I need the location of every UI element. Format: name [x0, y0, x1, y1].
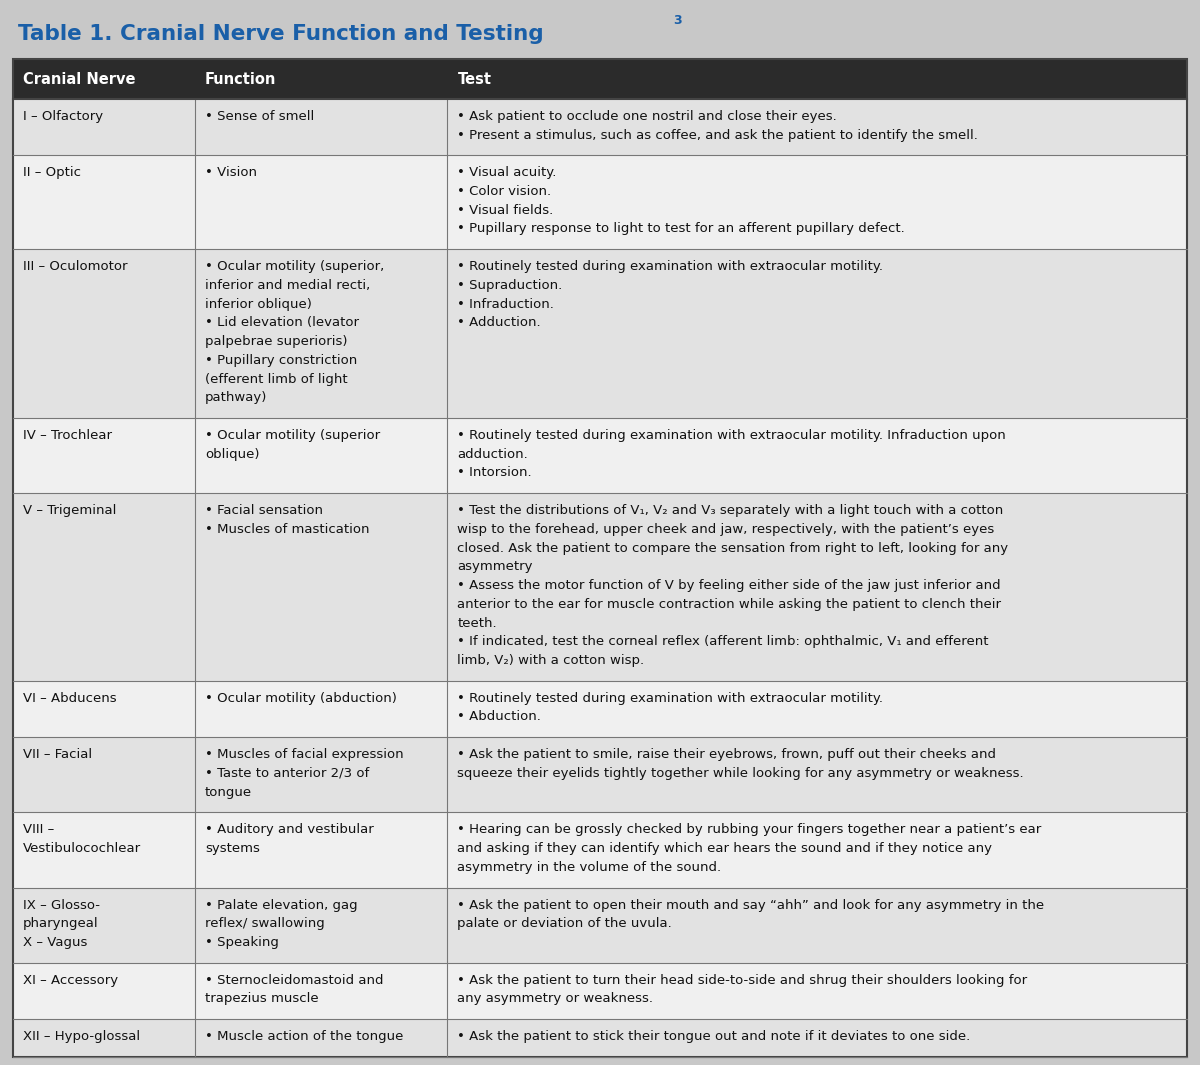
Bar	[13, 249, 1187, 419]
Text: asymmetry: asymmetry	[457, 560, 533, 573]
Text: • If indicated, test the corneal reflex (afferent limb: ophthalmic, V₁ and effer: • If indicated, test the corneal reflex …	[457, 635, 989, 649]
Text: • Color vision.: • Color vision.	[457, 185, 552, 198]
Text: tongue: tongue	[205, 786, 252, 799]
Text: pharyngeal: pharyngeal	[23, 917, 98, 930]
Bar	[13, 681, 1187, 737]
Bar	[13, 155, 1187, 249]
Bar	[13, 59, 1187, 99]
Text: • Infraduction.: • Infraduction.	[457, 297, 554, 311]
Text: • Pupillary response to light to test for an afferent pupillary defect.: • Pupillary response to light to test fo…	[457, 223, 905, 235]
Text: IX – Glosso-: IX – Glosso-	[23, 899, 100, 912]
Bar	[13, 737, 1187, 813]
Text: I – Olfactory: I – Olfactory	[23, 110, 103, 122]
Text: teeth.: teeth.	[457, 617, 497, 629]
Text: oblique): oblique)	[205, 447, 259, 461]
Text: limb, V₂) with a cotton wisp.: limb, V₂) with a cotton wisp.	[457, 654, 644, 667]
Text: palate or deviation of the uvula.: palate or deviation of the uvula.	[457, 917, 672, 930]
Text: 3: 3	[673, 14, 682, 28]
Text: any asymmetry or weakness.: any asymmetry or weakness.	[457, 993, 653, 1005]
Bar	[13, 887, 1187, 963]
Text: • Visual fields.: • Visual fields.	[457, 203, 553, 217]
Text: asymmetry in the volume of the sound.: asymmetry in the volume of the sound.	[457, 861, 721, 873]
Text: adduction.: adduction.	[457, 447, 528, 461]
Text: closed. Ask the patient to compare the sensation from right to left, looking for: closed. Ask the patient to compare the s…	[457, 542, 1008, 555]
Text: and asking if they can identify which ear hears the sound and if they notice any: and asking if they can identify which ea…	[457, 842, 992, 855]
Text: Function: Function	[205, 71, 276, 86]
Text: systems: systems	[205, 842, 260, 855]
Text: • Abduction.: • Abduction.	[457, 710, 541, 723]
Text: • Hearing can be grossly checked by rubbing your fingers together near a patient: • Hearing can be grossly checked by rubb…	[457, 823, 1042, 836]
Text: VIII –: VIII –	[23, 823, 54, 836]
Text: X – Vagus: X – Vagus	[23, 936, 88, 949]
Text: • Sternocleidomastoid and: • Sternocleidomastoid and	[205, 973, 384, 986]
Text: palpebrae superioris): palpebrae superioris)	[205, 335, 348, 348]
Text: • Ocular motility (abduction): • Ocular motility (abduction)	[205, 691, 397, 705]
Text: • Supraduction.: • Supraduction.	[457, 279, 563, 292]
Text: • Ask the patient to turn their head side-to-side and shrug their shoulders look: • Ask the patient to turn their head sid…	[457, 973, 1027, 986]
Text: • Lid elevation (levator: • Lid elevation (levator	[205, 316, 359, 329]
Text: • Ask patient to occlude one nostril and close their eyes.: • Ask patient to occlude one nostril and…	[457, 110, 838, 122]
Text: trapezius muscle: trapezius muscle	[205, 993, 318, 1005]
Text: IV – Trochlear: IV – Trochlear	[23, 429, 112, 442]
Bar	[13, 493, 1187, 681]
Text: inferior oblique): inferior oblique)	[205, 297, 312, 311]
Text: Test: Test	[457, 71, 491, 86]
Bar	[13, 813, 1187, 887]
Text: Table 1. Cranial Nerve Function and Testing: Table 1. Cranial Nerve Function and Test…	[18, 23, 544, 44]
Text: • Visual acuity.: • Visual acuity.	[457, 166, 557, 179]
Text: reflex/ swallowing: reflex/ swallowing	[205, 917, 325, 930]
Text: wisp to the forehead, upper cheek and jaw, respectively, with the patient’s eyes: wisp to the forehead, upper cheek and ja…	[457, 523, 995, 536]
Bar	[13, 99, 1187, 155]
Text: pathway): pathway)	[205, 391, 268, 405]
Text: • Assess the motor function of V by feeling either side of the jaw just inferior: • Assess the motor function of V by feel…	[457, 579, 1001, 592]
Text: • Ocular motility (superior,: • Ocular motility (superior,	[205, 260, 384, 274]
Text: XII – Hypo-glossal: XII – Hypo-glossal	[23, 1030, 140, 1043]
Text: • Routinely tested during examination with extraocular motility. Infraduction up: • Routinely tested during examination wi…	[457, 429, 1006, 442]
Text: III – Oculomotor: III – Oculomotor	[23, 260, 127, 274]
Text: VI – Abducens: VI – Abducens	[23, 691, 116, 705]
Text: • Ask the patient to open their mouth and say “ahh” and look for any asymmetry i: • Ask the patient to open their mouth an…	[457, 899, 1044, 912]
Text: • Present a stimulus, such as coffee, and ask the patient to identify the smell.: • Present a stimulus, such as coffee, an…	[457, 129, 978, 142]
Text: inferior and medial recti,: inferior and medial recti,	[205, 279, 371, 292]
Text: V – Trigeminal: V – Trigeminal	[23, 504, 116, 518]
Text: • Taste to anterior 2/3 of: • Taste to anterior 2/3 of	[205, 767, 370, 780]
Text: • Facial sensation: • Facial sensation	[205, 504, 323, 518]
Text: squeeze their eyelids tightly together while looking for any asymmetry or weakne: squeeze their eyelids tightly together w…	[457, 767, 1024, 780]
Text: • Routinely tested during examination with extraocular motility.: • Routinely tested during examination wi…	[457, 691, 883, 705]
Text: XI – Accessory: XI – Accessory	[23, 973, 118, 986]
Text: • Muscles of facial expression: • Muscles of facial expression	[205, 748, 403, 761]
Text: • Test the distributions of V₁, V₂ and V₃ separately with a light touch with a c: • Test the distributions of V₁, V₂ and V…	[457, 504, 1003, 518]
Text: • Palate elevation, gag: • Palate elevation, gag	[205, 899, 358, 912]
Text: • Auditory and vestibular: • Auditory and vestibular	[205, 823, 373, 836]
Text: (efferent limb of light: (efferent limb of light	[205, 373, 348, 386]
Text: • Pupillary constriction: • Pupillary constriction	[205, 354, 358, 366]
Text: • Speaking: • Speaking	[205, 936, 278, 949]
Text: • Adduction.: • Adduction.	[457, 316, 541, 329]
Text: • Ask the patient to smile, raise their eyebrows, frown, puff out their cheeks a: • Ask the patient to smile, raise their …	[457, 748, 996, 761]
Text: Vestibulocochlear: Vestibulocochlear	[23, 842, 142, 855]
Text: • Muscle action of the tongue: • Muscle action of the tongue	[205, 1030, 403, 1043]
Bar	[13, 1019, 1187, 1056]
Text: VII – Facial: VII – Facial	[23, 748, 92, 761]
Text: • Routinely tested during examination with extraocular motility.: • Routinely tested during examination wi…	[457, 260, 883, 274]
Text: • Muscles of mastication: • Muscles of mastication	[205, 523, 370, 536]
Text: • Vision: • Vision	[205, 166, 257, 179]
Bar	[13, 419, 1187, 493]
Text: • Ocular motility (superior: • Ocular motility (superior	[205, 429, 380, 442]
Text: Cranial Nerve: Cranial Nerve	[23, 71, 136, 86]
Text: anterior to the ear for muscle contraction while asking the patient to clench th: anterior to the ear for muscle contracti…	[457, 597, 1001, 611]
Bar	[13, 963, 1187, 1019]
Text: • Intorsion.: • Intorsion.	[457, 466, 532, 479]
Text: • Sense of smell: • Sense of smell	[205, 110, 314, 122]
Text: II – Optic: II – Optic	[23, 166, 82, 179]
Text: • Ask the patient to stick their tongue out and note if it deviates to one side.: • Ask the patient to stick their tongue …	[457, 1030, 971, 1043]
